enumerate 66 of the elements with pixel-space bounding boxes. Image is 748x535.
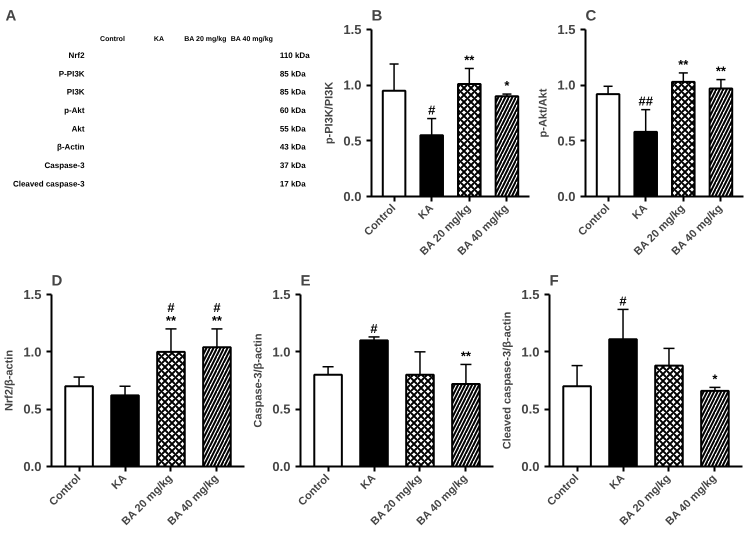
y-axis-title: p-Akt/Akt <box>537 88 550 138</box>
x-tick-label: KA <box>416 202 436 222</box>
annotation: * <box>712 371 718 386</box>
category-label: Caspase-3 <box>44 161 85 170</box>
y-tick-label: 1.0 <box>343 78 362 93</box>
x-tick-label: KA <box>608 472 628 492</box>
category-label: 110 kDa <box>280 50 310 60</box>
y-tick-label: 0.0 <box>23 459 42 474</box>
y-axis-title: Nrf2/β-actin <box>3 350 16 412</box>
annotation: ** <box>464 52 476 68</box>
chart-title: B <box>372 8 382 24</box>
y-tick-label: 0.0 <box>557 189 576 204</box>
chart-title: D <box>52 272 62 290</box>
category-label: 37 kDa <box>280 161 306 170</box>
category-label: Nrf2 <box>68 50 85 60</box>
y-tick-label: 0.5 <box>557 133 576 148</box>
x-tick-label: KA <box>358 472 378 492</box>
text: A <box>6 8 16 24</box>
category-label: p-Akt <box>64 106 85 115</box>
annotation: # <box>428 102 436 118</box>
y-tick-label: 1.5 <box>557 22 576 37</box>
y-tick-label: 1.0 <box>521 344 540 360</box>
y-tick-label: 0.5 <box>343 133 362 148</box>
category-label: 85 kDa <box>280 88 306 97</box>
category-label: β-Actin <box>57 142 85 152</box>
annotation: # <box>213 300 222 315</box>
chart-title: E <box>300 272 311 290</box>
y-tick-label: 0.0 <box>272 459 291 474</box>
annotation: ## <box>638 94 654 109</box>
category-label: 55 kDa <box>280 124 306 134</box>
y-tick-label: 0.0 <box>343 189 362 204</box>
annotation: # <box>370 320 378 336</box>
y-tick-label: 1.5 <box>343 22 362 37</box>
x-tick-label: KA <box>630 202 650 222</box>
y-axis-title: Cleaved caspase-3/β-actin <box>501 311 514 450</box>
annotation: ** <box>716 64 727 79</box>
category-label: 60 kDa <box>280 106 306 115</box>
category-label: 43 kDa <box>280 142 306 152</box>
x-tick-label: KA <box>110 472 130 492</box>
y-tick-label: 1.5 <box>521 287 540 302</box>
y-tick-label: 0.5 <box>521 402 540 417</box>
y-tick-label: 0.5 <box>272 402 291 417</box>
y-tick-label: 0.5 <box>23 402 42 417</box>
y-tick-label: 0.0 <box>521 459 540 474</box>
chart-title: C <box>586 8 596 24</box>
category-label: PI3K <box>66 88 85 97</box>
annotation: * <box>504 78 510 94</box>
category-label: 17 kDa <box>280 179 306 188</box>
annotation: ** <box>166 312 177 328</box>
category-label: P-PI3K <box>58 69 85 78</box>
y-tick-label: 1.0 <box>557 78 576 93</box>
category-label: Akt <box>72 124 85 134</box>
y-tick-label: 1.5 <box>23 287 42 302</box>
annotation: ** <box>460 348 472 364</box>
annotation: # <box>619 293 628 308</box>
y-axis-title: p-PI3K/PI3K <box>323 82 336 144</box>
y-tick-label: 1.0 <box>272 344 291 360</box>
annotation: # <box>167 300 176 315</box>
category-label: Cleaved caspase-3 <box>12 179 85 188</box>
annotation: ** <box>212 312 223 328</box>
category-label: 85 kDa <box>280 69 306 78</box>
annotation: ** <box>678 56 690 72</box>
chart-title: F <box>550 272 559 290</box>
y-tick-label: 1.5 <box>272 287 291 302</box>
y-axis-title: Caspase-3/β-actin <box>252 333 264 428</box>
y-tick-label: 1.0 <box>23 344 42 360</box>
